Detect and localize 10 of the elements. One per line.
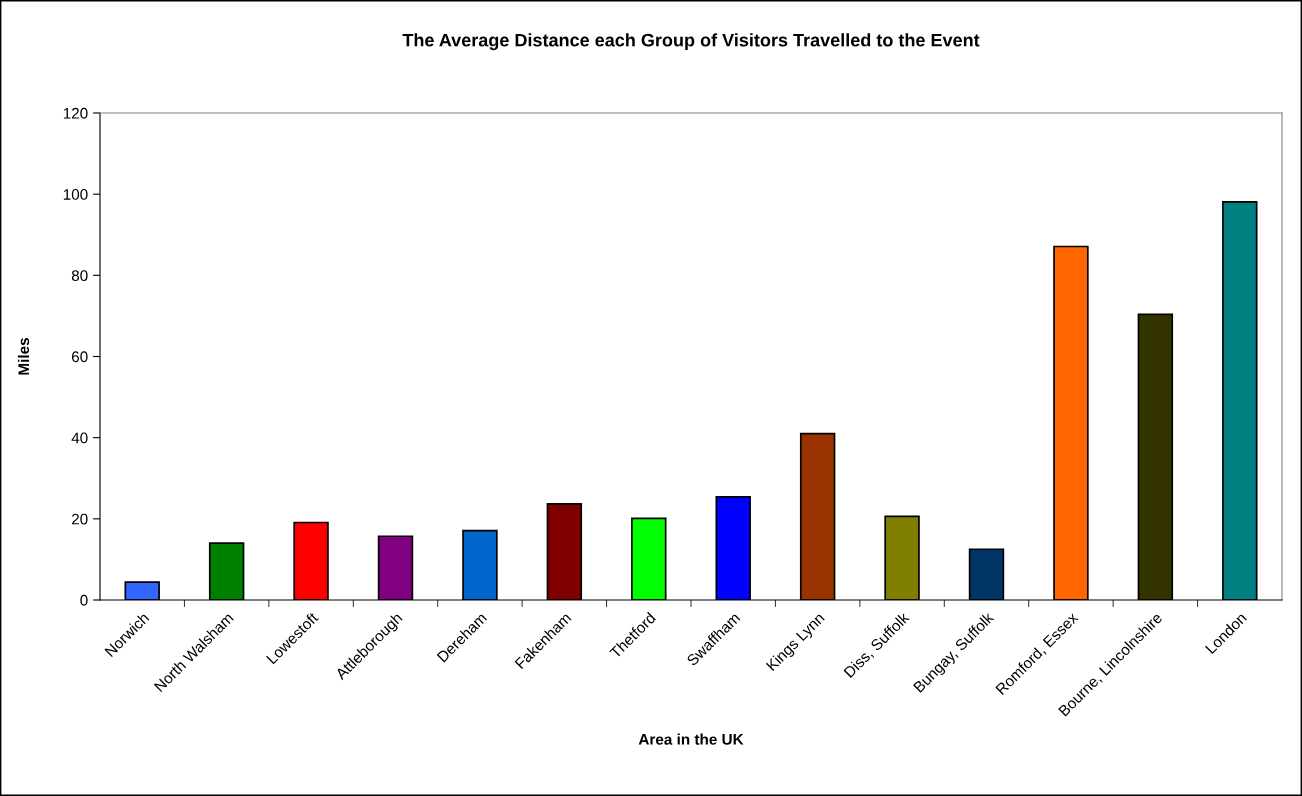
y-tick-label: 60: [71, 351, 88, 363]
y-tick-label: 20: [71, 513, 88, 525]
y-tick-label: 120: [63, 107, 88, 119]
y-tick-label: 40: [71, 432, 88, 444]
y-axis-title: Miles: [17, 338, 30, 375]
y-tick-label: 80: [71, 270, 88, 282]
chart-title: The Average Distance each Group of Visitors Travelled to the Event: [402, 33, 980, 51]
x-axis-title: Area in the UK: [638, 733, 744, 745]
y-tick-label: 100: [63, 189, 88, 200]
y-tick-label: 0: [80, 594, 88, 606]
